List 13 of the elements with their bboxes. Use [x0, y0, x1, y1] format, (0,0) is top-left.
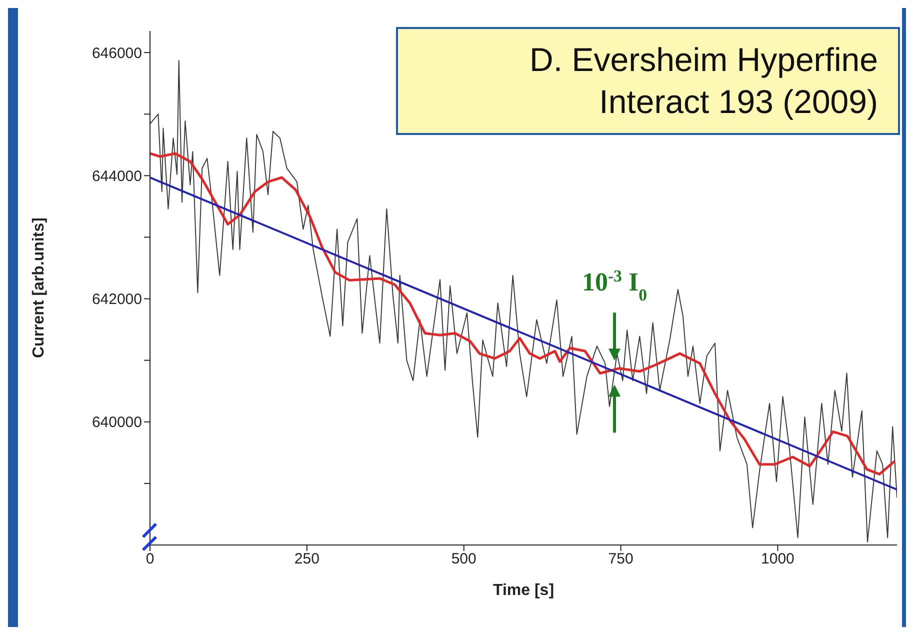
x-tick-label: 0 — [146, 550, 154, 568]
y-axis-title: Current [arb.units] — [30, 218, 48, 358]
x-tick-label: 500 — [451, 550, 476, 568]
annotation: 10$^{-3}$ I$_{0}$ — [582, 266, 648, 304]
note-box: D. Eversheim Hyperfine Interact 193 (2009) — [396, 27, 900, 135]
y-tick-label: 644000 — [92, 168, 142, 185]
y-tick-label: 646000 — [92, 44, 142, 62]
y-tick-label: 642000 — [92, 291, 142, 308]
y-tick-label: 640000 — [92, 414, 142, 432]
x-axis-title: Time [s] — [492, 582, 554, 599]
x-tick-label: 750 — [608, 550, 634, 568]
x-tick-label: 1000 — [761, 550, 794, 568]
x-tick-label: 250 — [294, 550, 320, 568]
